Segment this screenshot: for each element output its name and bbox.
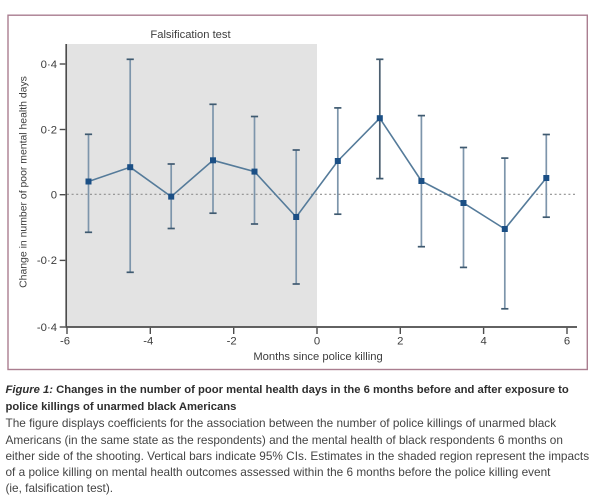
- svg-text:0: 0: [51, 190, 57, 202]
- svg-text:Change in number of poor menta: Change in number of poor mental health d…: [19, 76, 30, 288]
- svg-text:-2: -2: [227, 336, 237, 348]
- svg-text:-0·2: -0·2: [37, 255, 57, 267]
- svg-text:0·2: 0·2: [41, 124, 57, 136]
- svg-text:-6: -6: [60, 336, 70, 348]
- svg-text:4: 4: [481, 336, 487, 348]
- svg-text:Months since police killing: Months since police killing: [253, 351, 382, 363]
- svg-text:Falsification test: Falsification test: [150, 29, 231, 41]
- svg-text:0: 0: [314, 336, 320, 348]
- svg-text:-4: -4: [143, 336, 153, 348]
- svg-text:0·4: 0·4: [41, 59, 57, 71]
- svg-text:2: 2: [397, 336, 403, 348]
- svg-text:-0·4: -0·4: [37, 322, 57, 334]
- svg-text:6: 6: [564, 336, 570, 348]
